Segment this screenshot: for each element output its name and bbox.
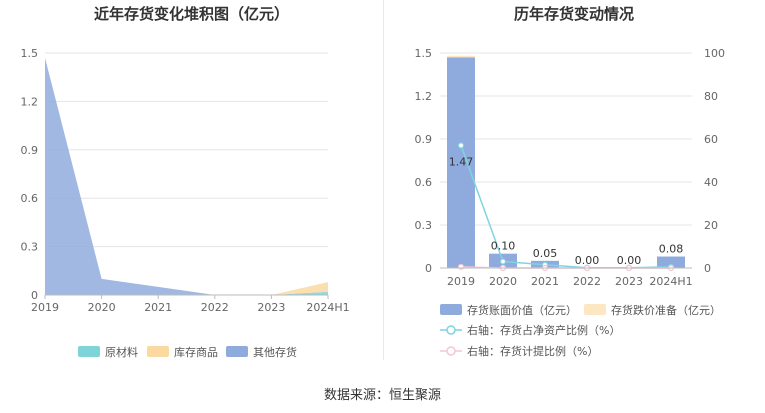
bar-book-value [447,57,475,268]
x-tick-label: 2021 [144,301,172,314]
legend-swatch [78,346,100,357]
legend-swatch [147,346,169,357]
legend-swatch [226,346,248,357]
legend-label: 存货跌价准备（亿元） [611,303,721,317]
x-tick-label: 2024H1 [649,275,692,288]
inventory-bar-line-chart: 0 0.3 0.6 0.9 1.2 1.5 0 20 40 60 80 100 1.47 0.10 0.05… [415,47,726,358]
legend-label: 库存商品 [174,345,218,359]
y2-tick-label: 60 [704,133,718,146]
x-tick-label: 2022 [573,275,601,288]
legend-swatch [584,304,606,315]
y-tick-label: 0 [425,262,432,275]
legend-label: 存货账面价值（亿元） [467,303,577,317]
legend-swatch [440,304,462,315]
line-point [499,258,507,265]
left-chart-title: 近年存货变化堆积图（亿元） [93,5,289,23]
line-point [457,142,465,149]
y-tick-label: 0.3 [415,219,433,232]
line-point [457,263,465,271]
y-tick-label: 0.3 [21,241,39,254]
legend-label: 右轴：存货计提比例（%） [467,344,598,358]
legend-label: 右轴：存货占净资产比例（%） [467,323,620,337]
area-其他存货 [45,57,328,296]
stacked-area-chart: 0 0.3 0.6 0.9 1.2 1.5 2019 2020 2021 2022 2023 2024… [21,47,350,359]
y2-tick-label: 100 [704,47,725,60]
bar-data-label: 0.00 [617,254,642,267]
x-tick-label: 2022 [201,301,229,314]
y2-tick-label: 20 [704,219,718,232]
y-tick-label: 0.6 [415,176,433,189]
bar-book-value [657,256,685,268]
y2-tick-label: 0 [704,262,711,275]
bar-data-label: 1.47 [449,155,474,168]
x-tick-label: 2023 [257,301,285,314]
y-tick-label: 0.6 [21,192,39,205]
bar-data-label: 0.10 [491,240,516,253]
y-tick-label: 1.5 [415,47,433,60]
right-chart-title: 历年存货变动情况 [513,5,634,23]
y-tick-label: 1.2 [415,90,433,103]
y2-tick-label: 40 [704,176,718,189]
legend-marker [446,346,456,356]
data-source-note: 数据来源：恒生聚源 [323,388,441,403]
bar-impairment [447,55,475,58]
bar-data-label: 0.05 [533,247,558,260]
legend-marker [446,325,456,335]
x-tick-label: 2020 [88,301,116,314]
x-tick-label: 2019 [31,301,59,314]
legend-label: 原材料 [105,345,138,359]
legend-label: 其他存货 [253,345,297,359]
y-tick-label: 1.5 [21,47,39,60]
bar-data-label: 0.00 [575,254,600,267]
x-tick-label: 2021 [531,275,559,288]
y2-tick-label: 80 [704,90,718,103]
y-tick-label: 0.9 [415,133,433,146]
y-tick-label: 0 [31,289,38,302]
y-tick-label: 0.9 [21,144,39,157]
x-tick-label: 2020 [489,275,517,288]
chart-divider [383,0,384,360]
x-tick-label: 2023 [615,275,643,288]
y-tick-label: 1.2 [21,95,39,108]
x-tick-label: 2024H1 [306,301,349,314]
bar-data-label: 0.08 [659,243,684,256]
x-tick-label: 2019 [447,275,475,288]
